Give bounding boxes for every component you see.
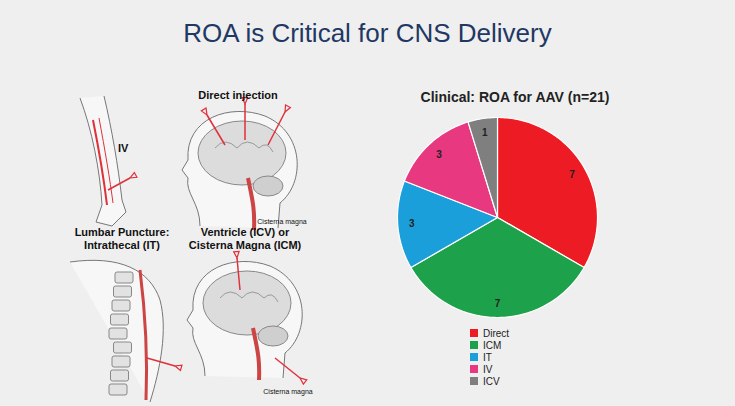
svg-text:7: 7 bbox=[569, 169, 575, 180]
html-text:ROA is Critical for CNS Delive: ROA is Critical for CNS Delivery bbox=[183, 18, 552, 48]
html-text:ICM: ICM bbox=[483, 339, 502, 351]
svg-text:1: 1 bbox=[482, 127, 488, 138]
html-text:Direct: Direct bbox=[483, 327, 510, 339]
svg-text:IV: IV bbox=[118, 142, 129, 154]
svg-text:3: 3 bbox=[409, 218, 415, 229]
svg-text:3: 3 bbox=[436, 149, 442, 160]
html-text:IT: IT bbox=[483, 351, 492, 363]
svg-text:Cisterna magna: Cisterna magna bbox=[257, 218, 307, 226]
html-text:Clinical: ROA for AAV (n=21): Clinical: ROA for AAV (n=21) bbox=[420, 89, 610, 105]
svg-text:7: 7 bbox=[495, 298, 501, 309]
svg-text:Lumbar Puncture:Intrathecal (I: Lumbar Puncture:Intrathecal (IT) bbox=[75, 226, 170, 251]
svg-text:Ventricle (ICV) orCisterna Mag: Ventricle (ICV) orCisterna Magna (ICM) bbox=[189, 226, 302, 251]
html-text:ICV: ICV bbox=[483, 375, 500, 387]
svg-text:Direct injection: Direct injection bbox=[198, 89, 278, 101]
html-text:IV: IV bbox=[483, 363, 493, 375]
svg-text:Cisterna magna: Cisterna magna bbox=[263, 388, 313, 396]
